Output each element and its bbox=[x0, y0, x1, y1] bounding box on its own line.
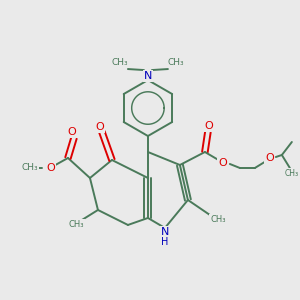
Text: CH₃: CH₃ bbox=[112, 58, 128, 67]
Text: CH₃: CH₃ bbox=[68, 220, 84, 230]
Text: H: H bbox=[161, 237, 169, 247]
Text: CH₃: CH₃ bbox=[168, 58, 184, 67]
Text: O: O bbox=[96, 122, 104, 132]
Text: O: O bbox=[218, 158, 227, 168]
Text: CH₃: CH₃ bbox=[210, 215, 226, 224]
Text: CH₃: CH₃ bbox=[22, 164, 38, 172]
Text: CH₃: CH₃ bbox=[285, 169, 299, 178]
Text: N: N bbox=[144, 71, 152, 81]
Text: O: O bbox=[68, 127, 76, 137]
Text: O: O bbox=[46, 163, 55, 173]
Text: O: O bbox=[205, 121, 213, 131]
Text: O: O bbox=[266, 153, 274, 163]
Text: N: N bbox=[161, 227, 169, 237]
